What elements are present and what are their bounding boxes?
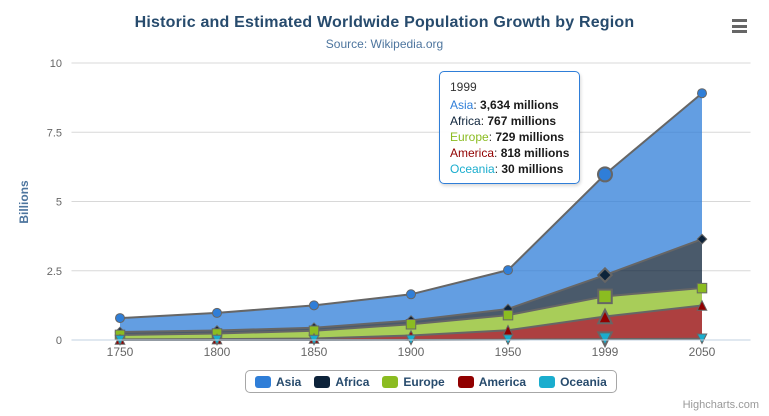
x-axis-label: 1750 (107, 345, 134, 359)
legend: Asia Africa Europe America Oceania (245, 370, 617, 393)
marker-africa-2050[interactable] (696, 233, 708, 245)
y-axis-label: 5 (56, 197, 62, 209)
hamburger-bar (732, 30, 747, 33)
marker-america-2050[interactable] (696, 299, 708, 311)
export-menu-icon[interactable] (732, 19, 748, 33)
marker-europe-1950[interactable] (502, 309, 514, 321)
y-axis-label: 2.5 (47, 266, 62, 278)
legend-item-oceania[interactable]: Oceania (539, 375, 607, 389)
tooltip-series-name: Asia (450, 98, 474, 112)
legend-swatch-icon (314, 375, 331, 388)
chart-title: Historic and Estimated Worldwide Populat… (134, 14, 635, 31)
marker-asia-1800[interactable] (212, 307, 222, 318)
x-axis-label: 1950 (495, 345, 522, 359)
marker-africa-1999[interactable] (596, 266, 614, 284)
x-axis-label: 1900 (398, 345, 425, 359)
legend-label: Africa (335, 374, 370, 389)
tooltip-row-africa: Africa: 767 millions (450, 114, 557, 128)
hamburger-bar (732, 19, 747, 22)
marker-oceania-2050[interactable] (696, 333, 708, 345)
tooltip-series-value: 767 millions (487, 114, 557, 128)
legend-item-africa[interactable]: Africa (314, 375, 369, 389)
legend-label: Asia (276, 374, 302, 389)
legend-swatch-icon (382, 375, 399, 388)
y-axis-title: Billions (17, 180, 31, 224)
tooltip-series-name: Oceania (450, 162, 495, 176)
x-axis-label: 2050 (689, 345, 716, 359)
marker-oceania-1999[interactable] (596, 331, 614, 349)
legend-swatch-icon (255, 375, 271, 388)
tooltip-row-europe: Europe: 729 millions (450, 130, 565, 144)
tooltip-header: 1999 (450, 80, 477, 94)
tooltip: 1999 Asia: 3,634 millions Africa: 767 mil… (439, 71, 581, 184)
tooltip-series-name: Europe (450, 130, 489, 144)
tooltip-series-name: America (450, 146, 495, 160)
legend-label: Europe (403, 374, 445, 389)
marker-europe-2050[interactable] (696, 282, 708, 294)
legend-swatch-icon (457, 375, 474, 388)
marker-asia-1900[interactable] (406, 289, 416, 300)
legend-swatch-icon (539, 375, 556, 388)
tooltip-row-asia: Asia: 3,634 millions (450, 98, 559, 112)
tooltip-row-oceania: Oceania: 30 millions (450, 162, 564, 176)
legend-item-europe[interactable]: Europe (382, 374, 445, 389)
legend-label: America (478, 374, 527, 389)
y-axis-label: 7.5 (47, 127, 62, 139)
marker-america-1999[interactable] (596, 307, 614, 325)
tooltip-series-value: 30 millions (501, 162, 564, 176)
area-america[interactable] (120, 305, 702, 340)
marker-europe-1999[interactable] (597, 288, 613, 305)
tooltip-series-value: 3,634 millions (480, 98, 559, 112)
x-axis-label: 1850 (301, 345, 328, 359)
legend-label: Oceania (560, 374, 607, 389)
marker-asia-2050[interactable] (697, 88, 707, 99)
marker-asia-1999[interactable] (597, 166, 613, 183)
tooltip-series-value: 729 millions (495, 130, 565, 144)
tooltip-row-america: America: 818 millions (450, 146, 570, 160)
hamburger-bar (732, 24, 747, 28)
y-axis-label: 10 (50, 58, 62, 70)
marker-asia-1950[interactable] (503, 265, 513, 276)
x-axis-label: 1800 (204, 345, 231, 359)
legend-item-america[interactable]: America (457, 374, 527, 389)
area-africa[interactable] (120, 239, 702, 335)
legend-item-asia[interactable]: Asia (255, 375, 301, 389)
tooltip-series-value: 818 millions (500, 146, 570, 160)
x-axis-label: 1999 (592, 345, 619, 359)
highcharts-credits[interactable]: Highcharts.com (682, 399, 759, 411)
marker-asia-1850[interactable] (309, 300, 319, 311)
area-asia[interactable] (120, 93, 702, 332)
marker-europe-1900[interactable] (405, 318, 417, 330)
y-axis-label: 0 (56, 335, 62, 347)
tooltip-series-name: Africa (450, 114, 481, 128)
marker-asia-1750[interactable] (115, 313, 125, 324)
chart-subtitle: Source: Wikipedia.org (325, 37, 444, 51)
